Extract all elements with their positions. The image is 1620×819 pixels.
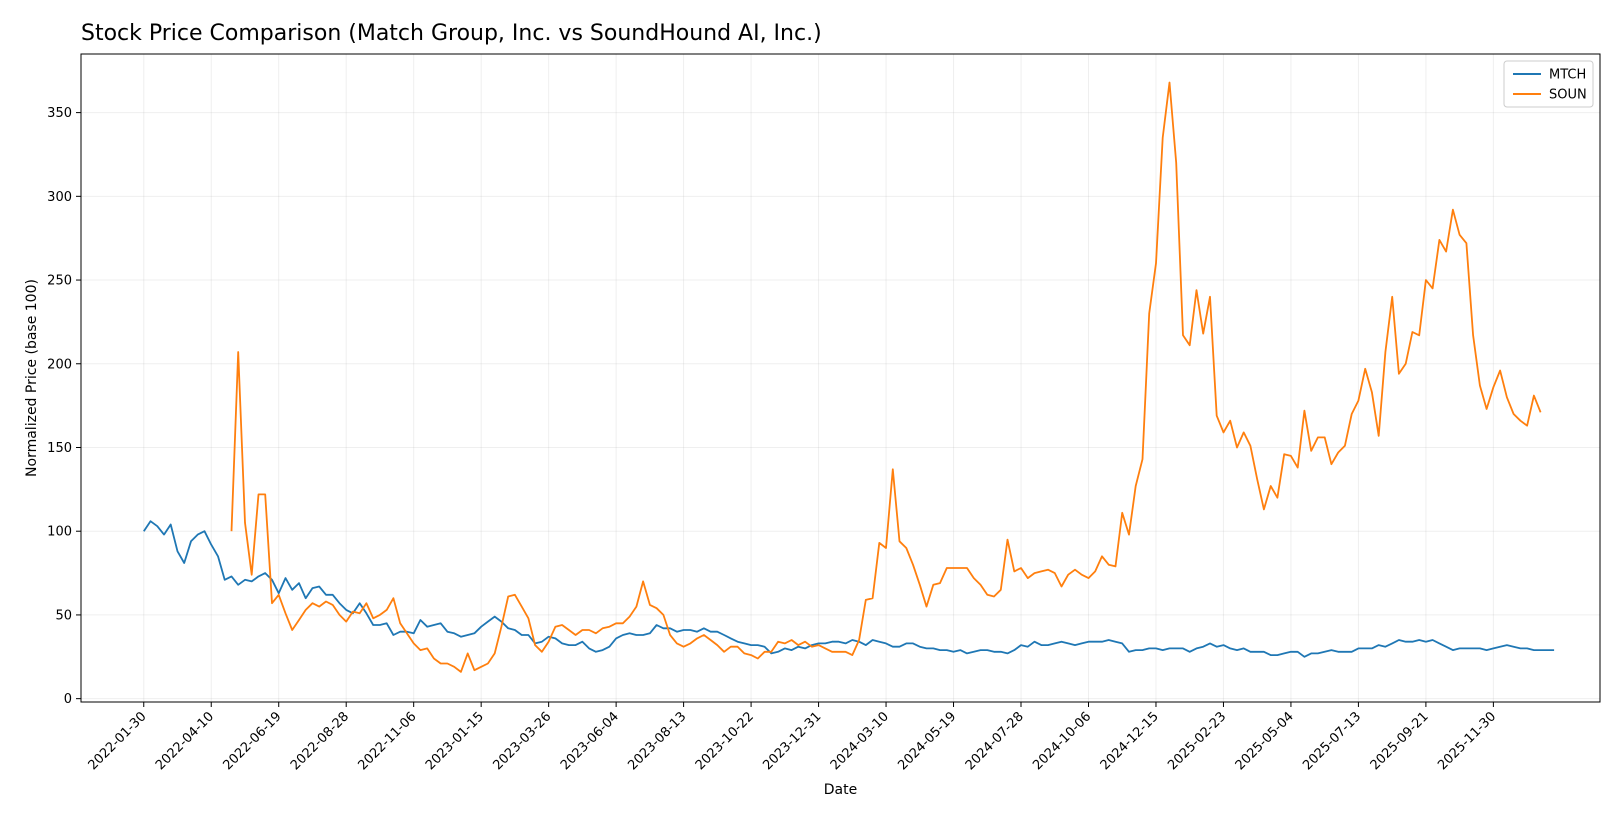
y-tick-label: 300 [47, 190, 72, 205]
series-line-mtch [143, 520, 1555, 658]
series-line-soun [230, 81, 1542, 673]
legend-label-mtch: MTCH [1549, 68, 1586, 83]
x-axis-title: Date [824, 782, 857, 798]
y-axis: 0 50 100 150 200 250 300 350 [47, 106, 81, 707]
legend-label-soun: SOUN [1549, 88, 1587, 103]
legend: MTCH SOUN [1503, 60, 1594, 108]
plot-frame [80, 53, 1601, 703]
y-tick-label: 350 [47, 106, 72, 121]
y-axis-title: Normalized Price (base 100) [24, 279, 40, 477]
y-tick-label: 200 [47, 357, 72, 372]
y-tick-label: 150 [47, 441, 72, 456]
legend-box [1503, 60, 1594, 108]
grid-layer [81, 54, 1600, 702]
y-tick-label: 100 [47, 525, 72, 540]
chart-title: Stock Price Comparison (Match Group, Inc… [81, 21, 822, 46]
series-layer [143, 81, 1555, 673]
y-tick-label: 250 [47, 274, 72, 289]
y-tick-label: 0 [64, 692, 72, 707]
y-tick-label: 50 [55, 608, 72, 623]
